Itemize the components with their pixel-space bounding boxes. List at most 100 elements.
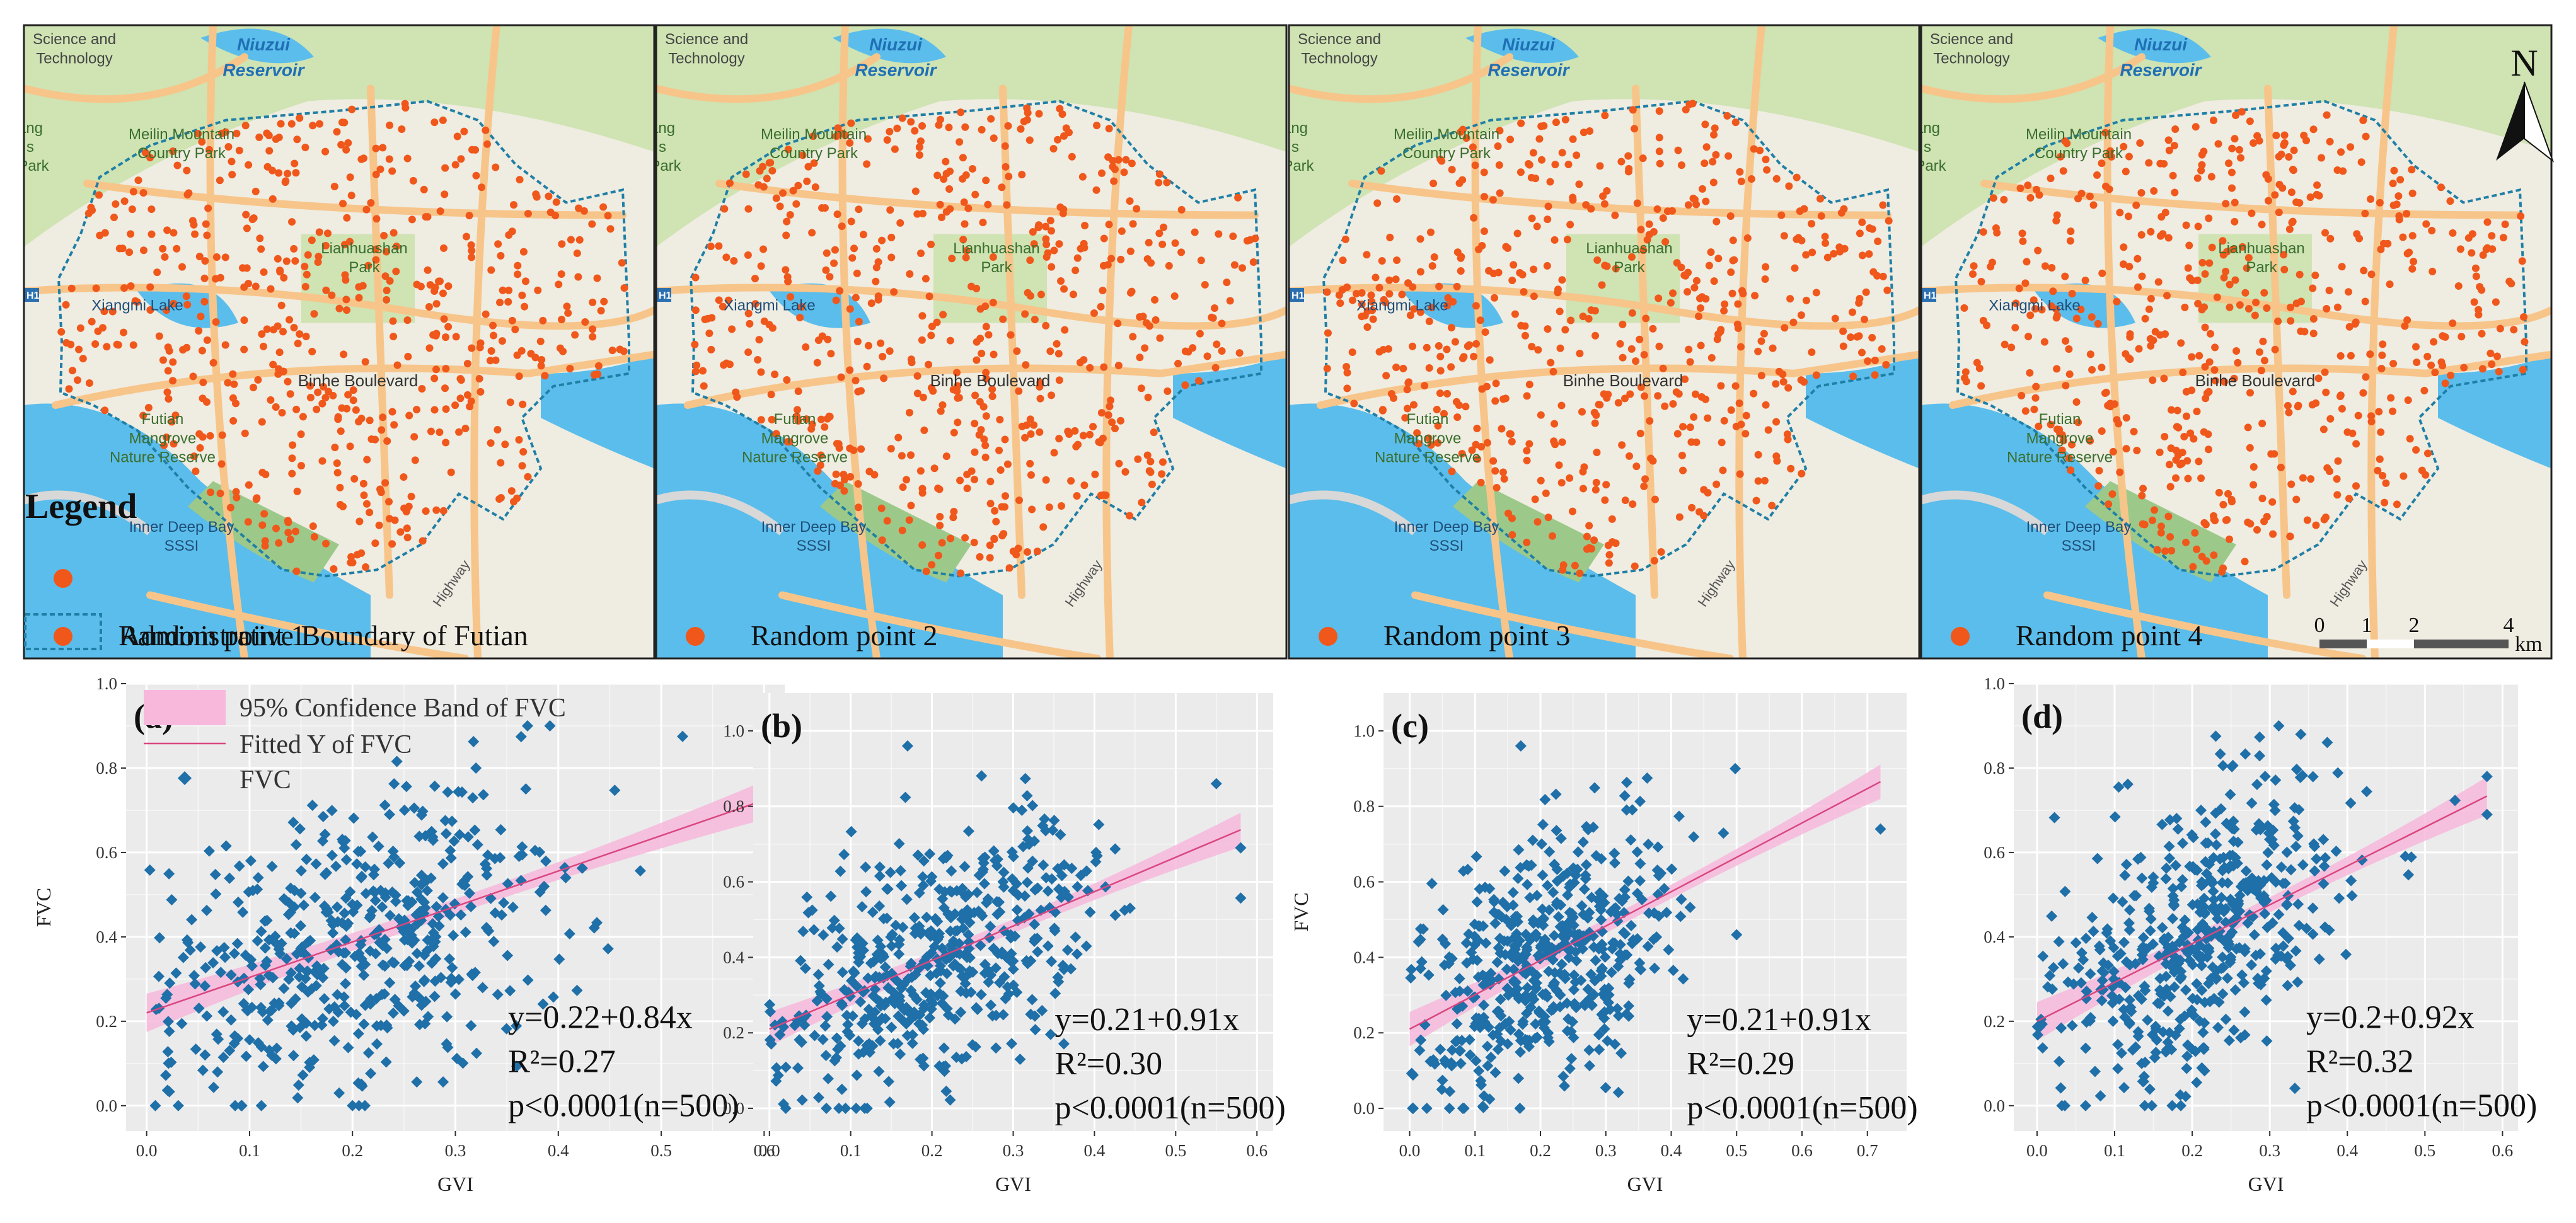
random-point: [202, 398, 211, 406]
data-point: [1414, 933, 1426, 945]
random-point: [478, 183, 486, 192]
random-point: [2047, 175, 2055, 183]
label-meilin-2: Country Park: [137, 145, 226, 162]
random-point: [982, 412, 990, 420]
random-point: [2258, 420, 2267, 428]
random-point: [956, 138, 964, 146]
random-point: [1453, 413, 1462, 422]
random-point: [878, 536, 886, 544]
data-point: [2262, 847, 2274, 859]
random-point: [2400, 472, 2408, 480]
label-lianhuashan-1: Lianhuashan: [953, 240, 1039, 257]
road-2: [1949, 350, 2551, 409]
random-point: [691, 306, 700, 314]
random-point: [962, 246, 971, 255]
random-point: [1695, 508, 1704, 516]
random-point: [118, 244, 127, 253]
data-point: [2044, 970, 2056, 982]
random-point: [1802, 251, 1810, 259]
random-point: [1177, 248, 1186, 256]
data-point: [1501, 982, 1513, 994]
data-point: [511, 1020, 523, 1032]
random-point: [2018, 391, 2026, 399]
data-point: [413, 960, 425, 972]
random-point: [1105, 221, 1113, 229]
data-point: [1666, 863, 1678, 875]
data-point: [1578, 883, 1590, 895]
random-point: [422, 213, 430, 221]
random-point: [2145, 159, 2153, 167]
deep-bay: [1921, 403, 2268, 658]
data-point: [471, 839, 483, 851]
data-point: [881, 883, 893, 895]
random-point: [2405, 248, 2413, 256]
random-point: [1472, 340, 1480, 348]
random-point: [334, 413, 342, 421]
data-point: [2175, 1013, 2186, 1025]
random-point: [1592, 478, 1600, 486]
data-point: [1730, 762, 1741, 774]
data-point: [1612, 1086, 1624, 1098]
random-point: [824, 335, 832, 343]
random-point: [2021, 407, 2030, 415]
random-point: [928, 561, 936, 569]
data-point: [1493, 942, 1505, 954]
random-point: [798, 302, 806, 311]
data-point: [2200, 837, 2212, 849]
data-point: [2053, 936, 2065, 948]
data-point: [417, 805, 429, 817]
random-point: [1777, 211, 1786, 219]
data-point: [845, 825, 857, 837]
random-point: [2401, 322, 2409, 330]
data-point: [817, 1033, 829, 1045]
road-5: [1980, 180, 2524, 219]
random-point: [1686, 423, 1694, 432]
random-point: [1343, 384, 1351, 393]
random-point: [2106, 403, 2115, 411]
random-point: [2032, 185, 2040, 193]
y-tick-label: 0.8: [723, 797, 744, 816]
random-point: [1583, 532, 1591, 541]
random-point: [1989, 194, 1997, 202]
data-point: [2219, 861, 2231, 873]
random-point: [903, 476, 911, 484]
random-point: [1712, 151, 1720, 159]
data-point: [2057, 958, 2069, 970]
random-point: [1495, 161, 1503, 169]
random-point: [2280, 131, 2289, 139]
random-point: [372, 256, 380, 264]
random-point: [2119, 260, 2127, 268]
random-point: [1654, 392, 1662, 400]
y-tick-label: 0.4: [96, 927, 117, 946]
data-point: [1451, 1018, 1463, 1030]
random-point: [1882, 360, 1890, 369]
y-tick-label: 0.8: [1984, 759, 2005, 778]
random-point: [323, 229, 332, 238]
random-point: [887, 233, 896, 241]
random-point: [339, 200, 347, 208]
data-point: [1675, 910, 1687, 922]
data-point: [1489, 1067, 1501, 1079]
road-3: [206, 25, 248, 658]
data-point: [2222, 936, 2234, 948]
random-point: [2255, 348, 2263, 356]
data-point: [873, 1065, 885, 1077]
random-point: [313, 405, 321, 413]
random-point: [1780, 232, 1788, 240]
data-point: [189, 978, 201, 990]
random-point: [1358, 313, 1366, 321]
random-point: [1243, 237, 1251, 245]
random-point: [2280, 265, 2289, 273]
random-point: [2269, 530, 2277, 538]
data-point: [2122, 778, 2134, 790]
random-point: [159, 356, 167, 364]
data-point: [921, 911, 933, 923]
data-point: [408, 802, 420, 814]
random-point: [1538, 156, 1546, 164]
random-point: [492, 163, 500, 171]
data-point: [1595, 914, 1607, 926]
y-tick-label: 0.2: [96, 1012, 117, 1031]
label-futian-1: Futian: [142, 411, 184, 428]
data-point: [366, 905, 378, 917]
data-point: [2197, 918, 2209, 930]
